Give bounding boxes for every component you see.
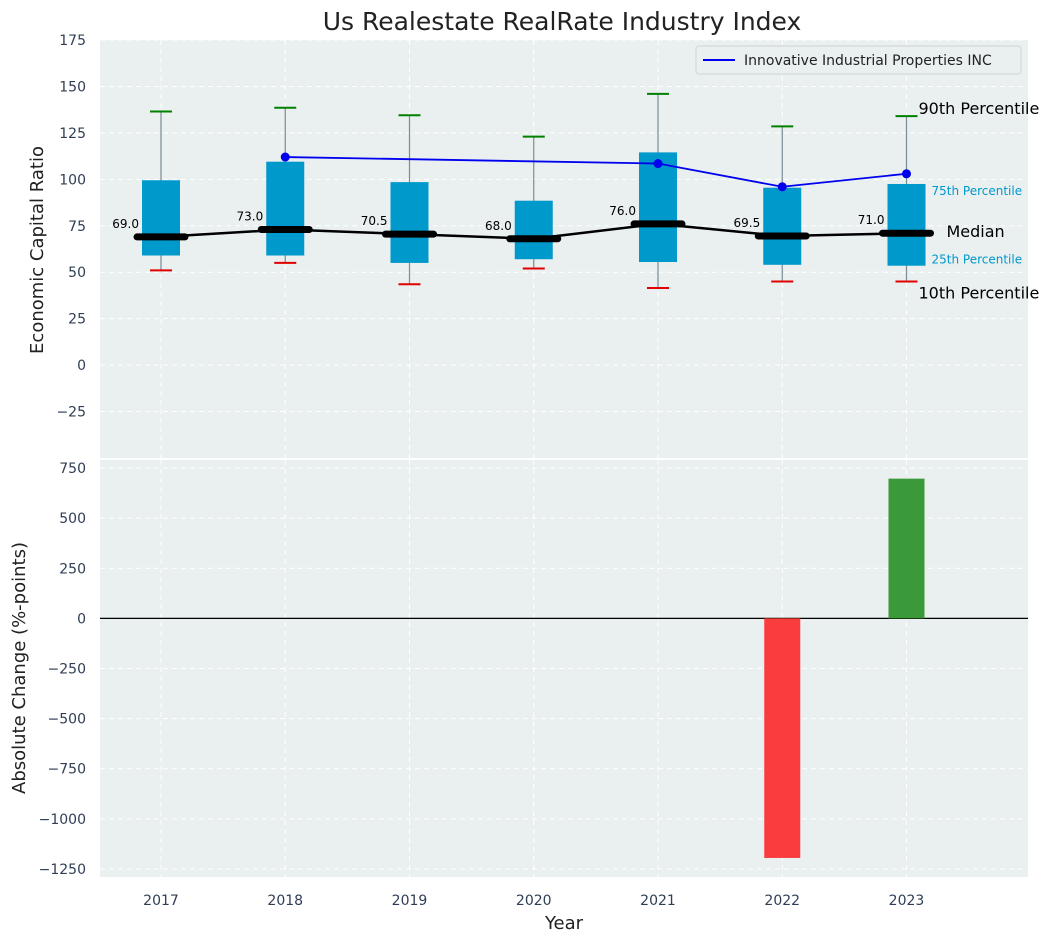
median-value-label: 71.0 (858, 213, 885, 227)
bottom-y-tick-label: −500 (48, 712, 86, 728)
series-point (280, 152, 290, 162)
x-tick-label: 2021 (640, 893, 676, 909)
change-bar (888, 478, 925, 619)
iqr-box (639, 152, 677, 263)
top-y-tick-label: 125 (59, 126, 86, 142)
box-plot-group: 69.0 73.0 70.5 68.0 76.0 69.5 71.0 (112, 92, 934, 290)
p10-annotation: 10th Percentile (919, 284, 1040, 303)
top-y-tick-label: 75 (68, 219, 86, 235)
bottom-y-tick-label: 250 (59, 561, 86, 577)
x-tick-label: 2022 (764, 893, 800, 909)
series-point (653, 159, 663, 169)
series-line (285, 156, 907, 188)
p90-annotation: 90th Percentile (919, 99, 1040, 118)
chart-title: Us Realestate RealRate Industry Index (323, 7, 802, 36)
bottom-y-tick-labels: −1250 −1000 −750 −500 −250 0 250 500 750 (39, 461, 86, 878)
bottom-y-tick-label: 750 (59, 461, 86, 477)
top-y-tick-label: 25 (68, 312, 86, 328)
top-y-tick-label: 50 (68, 265, 86, 281)
p75-annotation: 75th Percentile (932, 184, 1023, 198)
median-value-label: 76.0 (609, 204, 636, 218)
x-tick-label: 2017 (143, 893, 179, 909)
bottom-y-tick-label: −1250 (39, 862, 86, 878)
company-series (280, 152, 911, 192)
legend-label: Innovative Industrial Properties INC (744, 53, 992, 69)
top-y-tick-label: −25 (56, 405, 86, 421)
top-y-tick-labels: −25 0 25 50 75 100 125 150 175 (56, 33, 86, 421)
percentile-annotations: 90th Percentile 75th Percentile Median 25th… (919, 99, 1040, 302)
bottom-y-tick-label: −1000 (39, 812, 86, 828)
series-point (777, 182, 787, 192)
series-point (902, 169, 911, 179)
median-value-label: 69.0 (112, 217, 139, 231)
change-bar (764, 618, 801, 858)
legend-box (695, 45, 1022, 75)
x-axis-label: Year (544, 913, 584, 934)
change-bars (100, 478, 1028, 858)
iqr-box (763, 187, 802, 265)
median-value-label: 68.0 (485, 219, 512, 233)
iqr-box (266, 161, 305, 256)
x-tick-labels: 2017 2018 2019 2020 2021 2022 2023 (143, 893, 924, 909)
p25-annotation: 25th Percentile (932, 253, 1023, 267)
x-tick-label: 2018 (267, 893, 303, 909)
bottom-y-tick-label: 0 (77, 611, 86, 627)
top-plot-area (100, 40, 1028, 458)
median-annotation: Median (947, 222, 1005, 241)
iqr-box (390, 182, 429, 263)
x-tick-label: 2020 (516, 893, 552, 909)
iqr-box (142, 180, 180, 256)
iqr-box (887, 183, 926, 266)
median-value-label: 69.5 (734, 216, 761, 230)
x-tick-label: 2023 (889, 893, 925, 909)
top-y-tick-label: 150 (59, 79, 86, 95)
x-tick-label: 2019 (392, 893, 428, 909)
top-y-tick-label: 175 (59, 33, 86, 49)
bottom-y-tick-label: −250 (48, 662, 86, 678)
top-y-axis-label: Economic Capital Ratio (27, 146, 48, 354)
top-y-tick-label: 0 (77, 358, 86, 374)
legend: Innovative Industrial Properties INC (695, 45, 1022, 75)
bottom-y-tick-label: −750 (48, 762, 86, 778)
iqr-box (514, 200, 553, 260)
bottom-y-axis-label: Absolute Change (%-points) (9, 542, 30, 794)
median-value-label: 70.5 (361, 214, 388, 228)
top-y-tick-label: 100 (59, 172, 86, 188)
median-value-label: 73.0 (237, 209, 264, 223)
bottom-y-tick-label: 500 (59, 511, 86, 527)
